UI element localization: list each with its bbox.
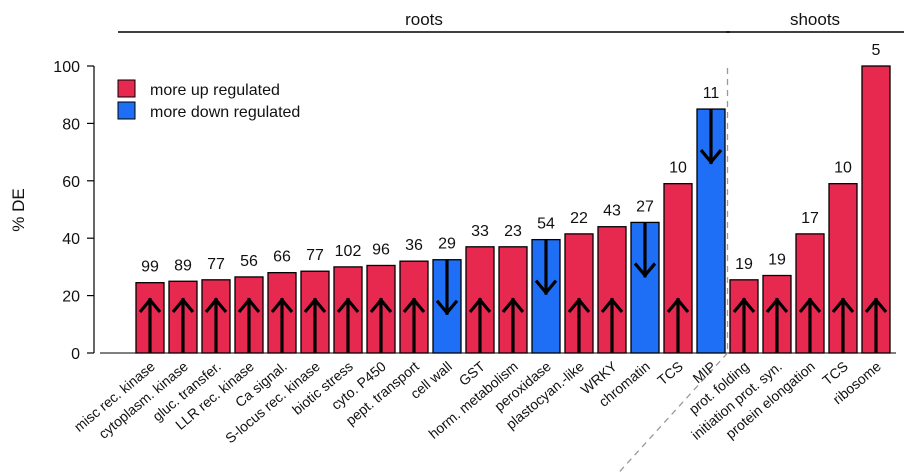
up-arrow-head-icon <box>831 297 855 314</box>
up-arrow-head-icon <box>567 297 591 314</box>
down-arrow-head-icon <box>633 262 657 278</box>
bar-count-label: 11 <box>703 85 720 102</box>
bar-count-label: 5 <box>872 42 881 59</box>
bar-count-label: 96 <box>372 241 390 258</box>
up-arrow-head-icon <box>369 297 393 314</box>
bar-count-label: 54 <box>537 216 555 233</box>
bar-count-label: 19 <box>735 256 753 273</box>
bar-count-label: 43 <box>603 203 621 220</box>
y-axis-label: % DE <box>9 188 28 231</box>
down-arrow-head-icon <box>534 279 558 296</box>
down-arrow-head-icon <box>435 299 459 316</box>
x-tick-label: TCS <box>654 358 686 388</box>
bar-count-label: 29 <box>438 236 456 253</box>
legend-swatch-up <box>117 79 136 98</box>
up-arrow-head-icon <box>765 297 789 314</box>
legend-label-down: more down regulated <box>150 104 300 121</box>
bar-count-label: 89 <box>174 257 192 274</box>
bar-count-label: 19 <box>768 252 786 269</box>
group-label-shoots: shoots <box>790 10 840 29</box>
bar-count-label: 22 <box>570 210 588 227</box>
up-arrow-head-icon <box>138 297 162 314</box>
bar-count-label: 17 <box>801 210 819 227</box>
bar-count-label: 99 <box>141 259 159 276</box>
up-arrow-head-icon <box>501 297 525 314</box>
y-tick-label: 60 <box>62 174 80 191</box>
bars: 99 89 77 56 66 77 102 96 36 29 33 23 54 22 43 27 10 11 19 1… <box>135 42 891 354</box>
legend-label-up: more up regulated <box>150 82 280 99</box>
y-tick-label: 80 <box>62 116 80 133</box>
legend-swatch-down <box>117 101 136 120</box>
up-arrow-head-icon <box>204 297 228 314</box>
bar-count-label: 102 <box>335 243 362 260</box>
up-arrow-head-icon <box>303 297 327 314</box>
bar-count-label: 77 <box>207 256 225 273</box>
up-arrow-head-icon <box>270 297 294 314</box>
up-arrow-head-icon <box>402 297 426 314</box>
bar-count-label: 56 <box>240 253 258 270</box>
group-label-roots: roots <box>405 10 443 29</box>
up-arrow-head-icon <box>864 297 888 314</box>
up-arrow-head-icon <box>600 297 624 314</box>
bar-count-label: 33 <box>471 223 489 240</box>
legend: more up regulated more down regulated <box>117 79 300 121</box>
bar-count-label: 10 <box>669 160 687 177</box>
up-arrow-head-icon <box>171 297 195 314</box>
down-arrow-head-icon <box>699 149 723 165</box>
bar-count-label: 27 <box>636 198 654 215</box>
bar-count-label: 23 <box>504 223 522 240</box>
up-arrow-head-icon <box>468 297 492 314</box>
y-tick-label: 20 <box>62 289 80 306</box>
bar-count-label: 77 <box>306 247 324 264</box>
y-tick-label: 100 <box>53 59 80 76</box>
up-arrow-head-icon <box>666 297 690 314</box>
group-separator-diagonal <box>617 352 728 475</box>
up-arrow-head-icon <box>336 297 360 314</box>
group-labels: roots shoots <box>118 10 904 475</box>
up-arrow-head-icon <box>237 297 261 314</box>
bar-count-label: 36 <box>405 237 423 254</box>
bar-count-label: 66 <box>273 249 291 266</box>
y-tick-label: 40 <box>62 231 80 248</box>
up-arrow-head-icon <box>732 297 756 314</box>
y-tick-label: 0 <box>71 346 80 363</box>
bar-count-label: 10 <box>834 160 852 177</box>
up-arrow-head-icon <box>798 297 822 314</box>
